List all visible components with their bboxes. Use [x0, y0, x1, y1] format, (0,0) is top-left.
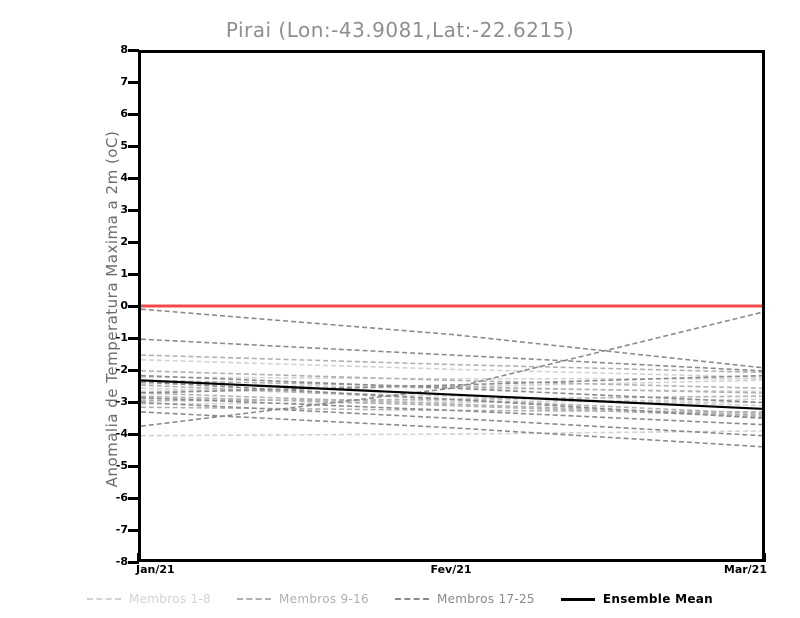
- x-tick-label: Jan/21: [136, 563, 175, 576]
- y-tick-label: 4: [120, 171, 128, 184]
- y-tick-mark: [128, 273, 139, 276]
- plot-area: [138, 50, 765, 562]
- member-line: [141, 308, 762, 369]
- member-line: [141, 381, 762, 420]
- legend-item[interactable]: Membros 17-25: [394, 592, 535, 606]
- y-tick-mark: [128, 49, 139, 52]
- y-tick-label: -3: [115, 395, 128, 408]
- member-line: [141, 411, 762, 448]
- y-tick-label: 7: [120, 75, 128, 88]
- y-tick-mark: [128, 529, 139, 532]
- member-line: [141, 338, 762, 372]
- chart-legend: Membros 1-8 Membros 9-16 Membros 17-25 Ense…: [0, 588, 800, 610]
- ensemble-mean-line: [141, 379, 762, 410]
- legend-label: Membros 1-8: [128, 592, 211, 606]
- member-line: [141, 358, 762, 378]
- member-line: [141, 354, 762, 374]
- plot-lines: [141, 304, 762, 448]
- y-tick-mark: [128, 561, 139, 564]
- legend-dashed-line-icon: [237, 598, 271, 600]
- x-tick-mark: [764, 553, 766, 562]
- y-tick-mark: [128, 81, 139, 84]
- y-tick-label: 1: [120, 267, 128, 280]
- legend-dashed-line-icon: [86, 598, 121, 600]
- y-tick-label: -2: [115, 363, 128, 376]
- member-line: [141, 401, 762, 437]
- member-line: [141, 379, 762, 394]
- y-tick-mark: [128, 209, 139, 212]
- y-tick-label: 5: [120, 139, 128, 152]
- y-tick-mark: [128, 177, 139, 180]
- member-line: [141, 396, 762, 426]
- y-tick-mark: [128, 401, 139, 404]
- y-tick-mark: [128, 241, 139, 244]
- y-tick-mark: [128, 369, 139, 372]
- y-tick-label: -1: [115, 331, 128, 344]
- y-tick-mark: [128, 337, 139, 340]
- legend-label: Membros 9-16: [279, 592, 369, 606]
- member-line: [141, 370, 762, 390]
- legend-item[interactable]: Membros 1-8: [86, 592, 211, 606]
- y-tick-label: -8: [115, 555, 128, 568]
- legend-dashed-line-icon: [394, 598, 429, 600]
- y-tick-label: -5: [115, 459, 128, 472]
- legend-item[interactable]: Ensemble Mean: [560, 592, 714, 606]
- y-tick-label: 2: [120, 235, 128, 248]
- member-line: [141, 430, 762, 437]
- y-tick-mark: [128, 465, 139, 468]
- member-line: [141, 395, 762, 418]
- y-tick-label: 0: [120, 299, 128, 312]
- chart-title: Pirai (Lon:-43.9081,Lat:-22.6215): [225, 18, 575, 42]
- y-tick-mark: [128, 113, 139, 116]
- y-tick-label: 8: [120, 43, 128, 56]
- y-tick-mark: [128, 145, 139, 148]
- y-tick-label: -7: [115, 523, 128, 536]
- legend-solid-line-icon: [560, 597, 595, 601]
- y-tick-label: 6: [120, 107, 128, 120]
- y-tick-label: -4: [115, 427, 128, 440]
- legend-item[interactable]: Membros 9-16: [237, 592, 369, 606]
- y-tick-mark: [128, 497, 139, 500]
- y-tick-label: -6: [115, 491, 128, 504]
- y-tick-mark: [128, 433, 139, 436]
- legend-label: Membros 17-25: [436, 592, 535, 606]
- legend-label: Ensemble Mean: [602, 592, 714, 606]
- x-tick-label: Mar/21: [723, 563, 767, 576]
- x-tick-label: Fev/21: [430, 563, 472, 576]
- member-line: [141, 376, 762, 380]
- member-line: [141, 374, 762, 394]
- member-line: [141, 398, 762, 405]
- y-tick-mark: [128, 305, 139, 308]
- y-tick-label: 3: [120, 203, 128, 216]
- member-line: [141, 311, 762, 427]
